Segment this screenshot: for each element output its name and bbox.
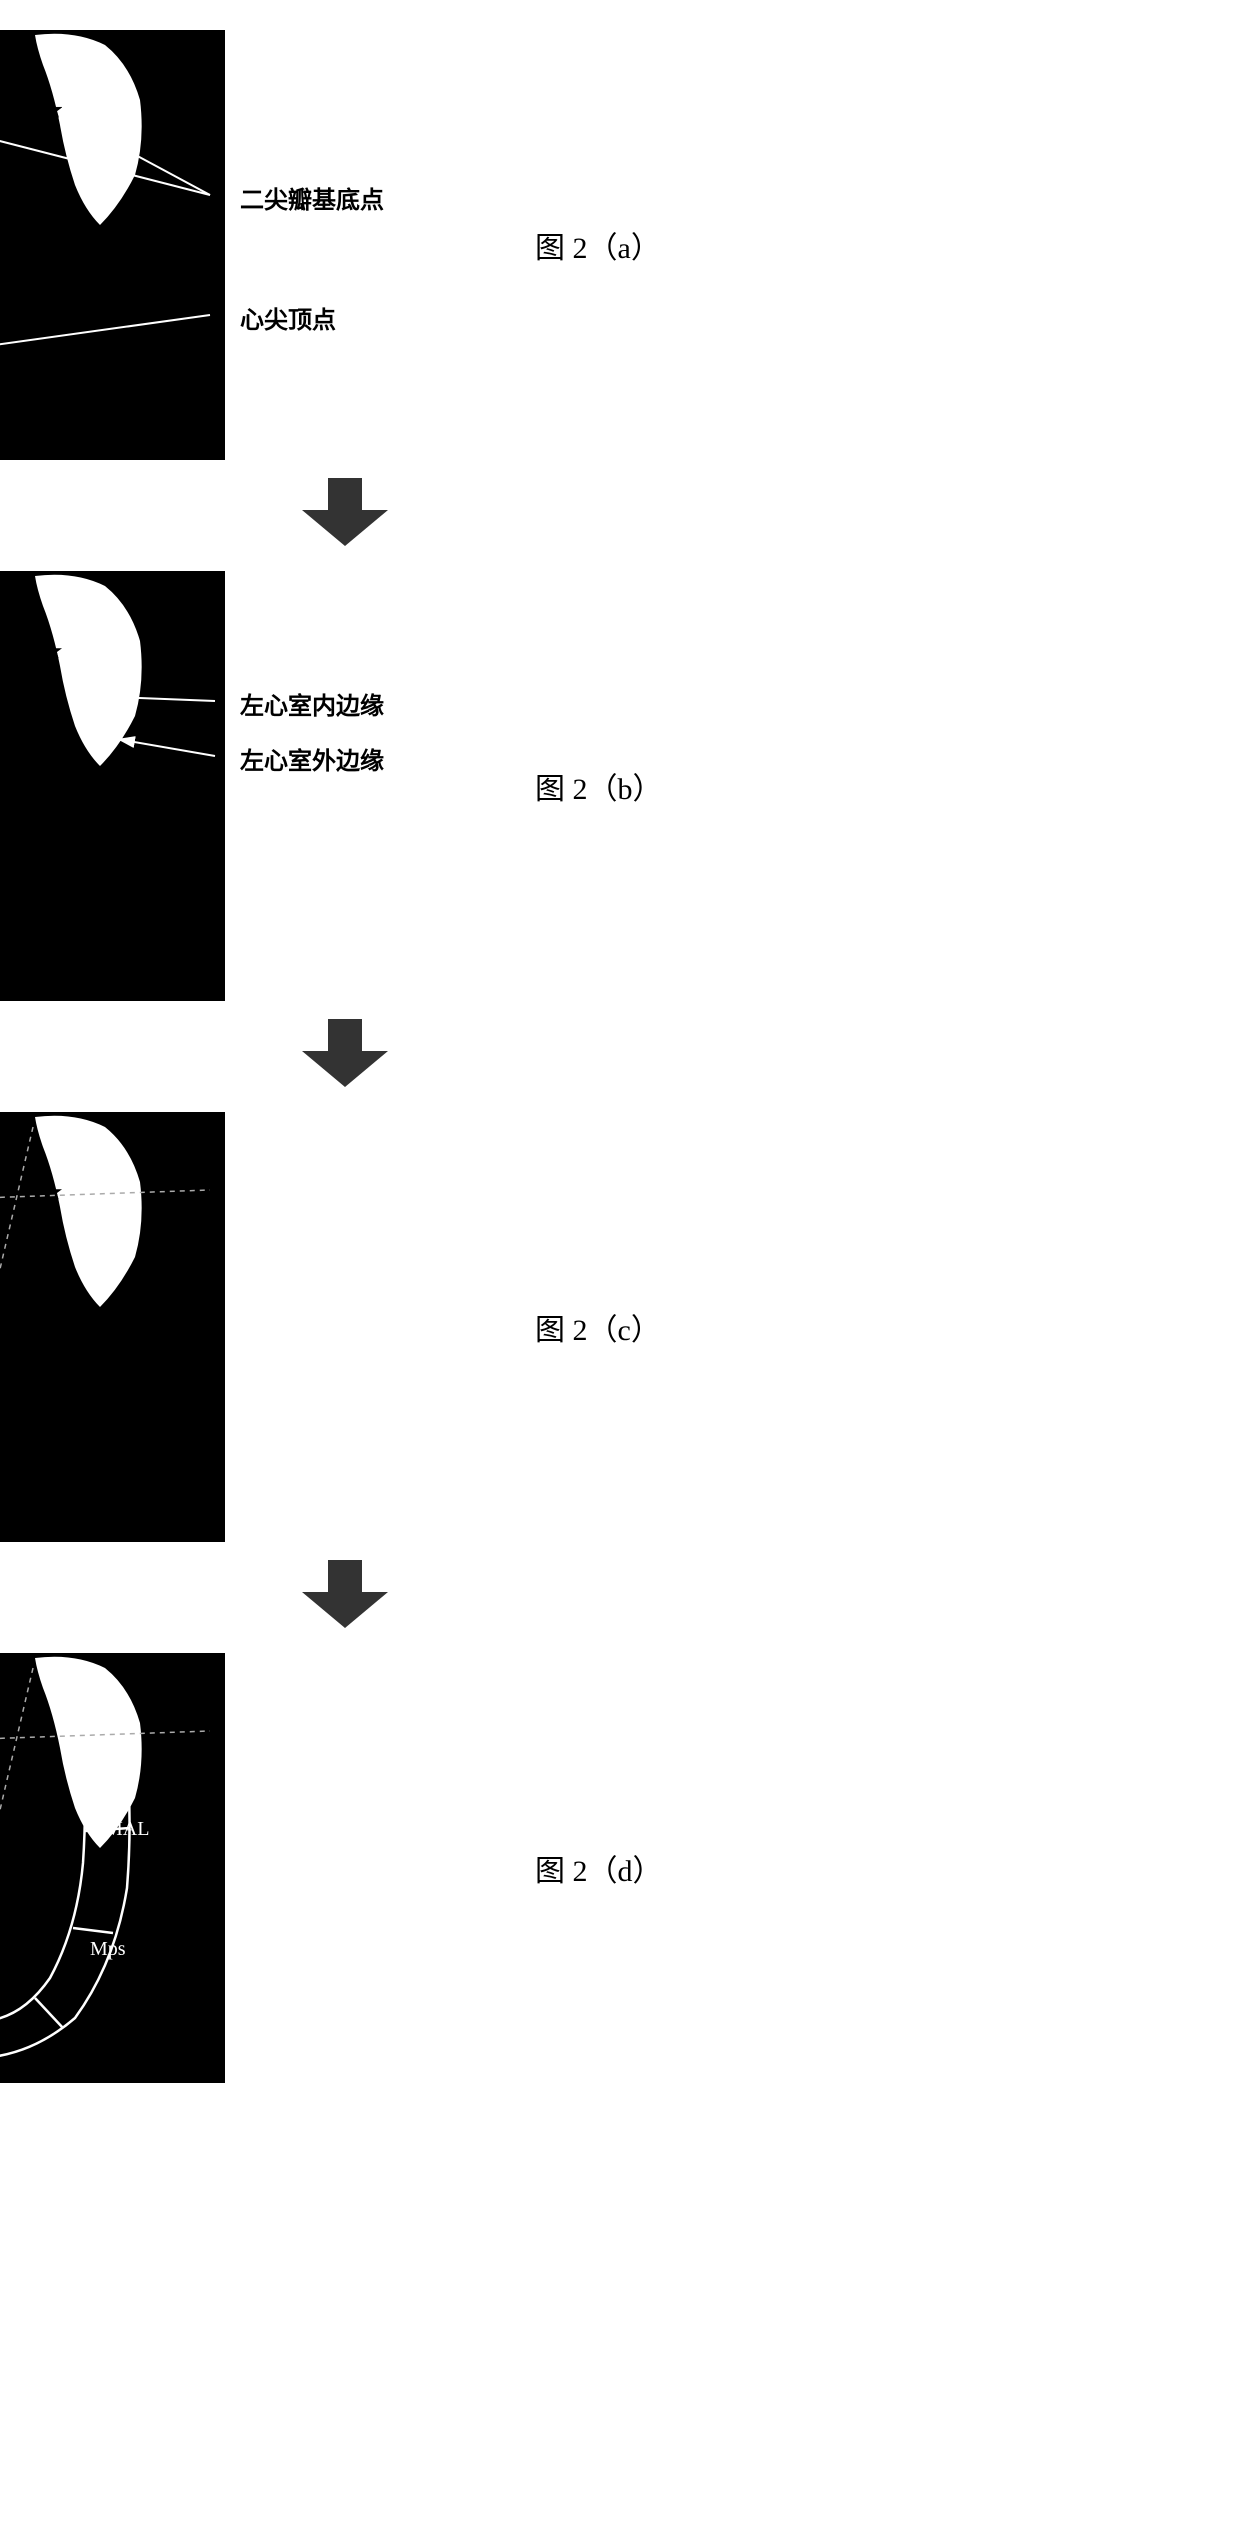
panel-d-image: MAL Mps Apex [0,1653,225,2083]
annotation-mitral-base: 二尖瓣基底点 [240,180,384,215]
panel-d-row: MAL Mps Apex 图 2（d） [0,1653,895,2083]
echo-image-c [0,1112,225,1542]
panel-b-area: 左心室内边缘 左心室外边缘 [0,571,355,1001]
panel-c-row: 图 2（c） [0,1112,895,1542]
panel-b-image [0,571,225,1001]
echo-image-b [0,571,225,1001]
annotation-outer-label: 左心室外边缘 [240,741,384,776]
annotation-mitral-label: 二尖瓣基底点 [240,180,384,215]
arrow-b-to-c [300,1019,390,1094]
panel-c-area [0,1112,355,1542]
panel-b-row: 左心室内边缘 左心室外边缘 图 2（b） [0,571,895,1001]
echo-image-d [0,1653,225,2083]
caption-b: 图 2（b） [535,764,663,808]
annotation-inner-edge: 左心室内边缘 [240,686,384,721]
caption-c: 图 2（c） [535,1305,661,1349]
caption-a: 图 2（a） [535,223,661,267]
panel-c-image [0,1112,225,1542]
caption-d: 图 2（d） [535,1846,663,1890]
panel-a-image [0,30,225,460]
annotation-outer-edge: 左心室外边缘 [240,741,384,776]
panel-a-area: 二尖瓣基底点 心尖顶点 [0,30,355,460]
arrow-a-to-b [300,478,390,553]
label-mal: MAL [105,1818,149,1841]
annotation-inner-label: 左心室内边缘 [240,686,384,721]
label-mps: Mps [90,1938,126,1961]
echo-image-a [0,30,225,460]
panel-d-area: MAL Mps Apex [0,1653,355,2083]
annotation-apex: 心尖顶点 [240,300,336,335]
annotation-apex-label: 心尖顶点 [240,300,336,335]
arrow-c-to-d [300,1560,390,1635]
panel-a-row: 二尖瓣基底点 心尖顶点 图 2（a） [0,30,895,460]
